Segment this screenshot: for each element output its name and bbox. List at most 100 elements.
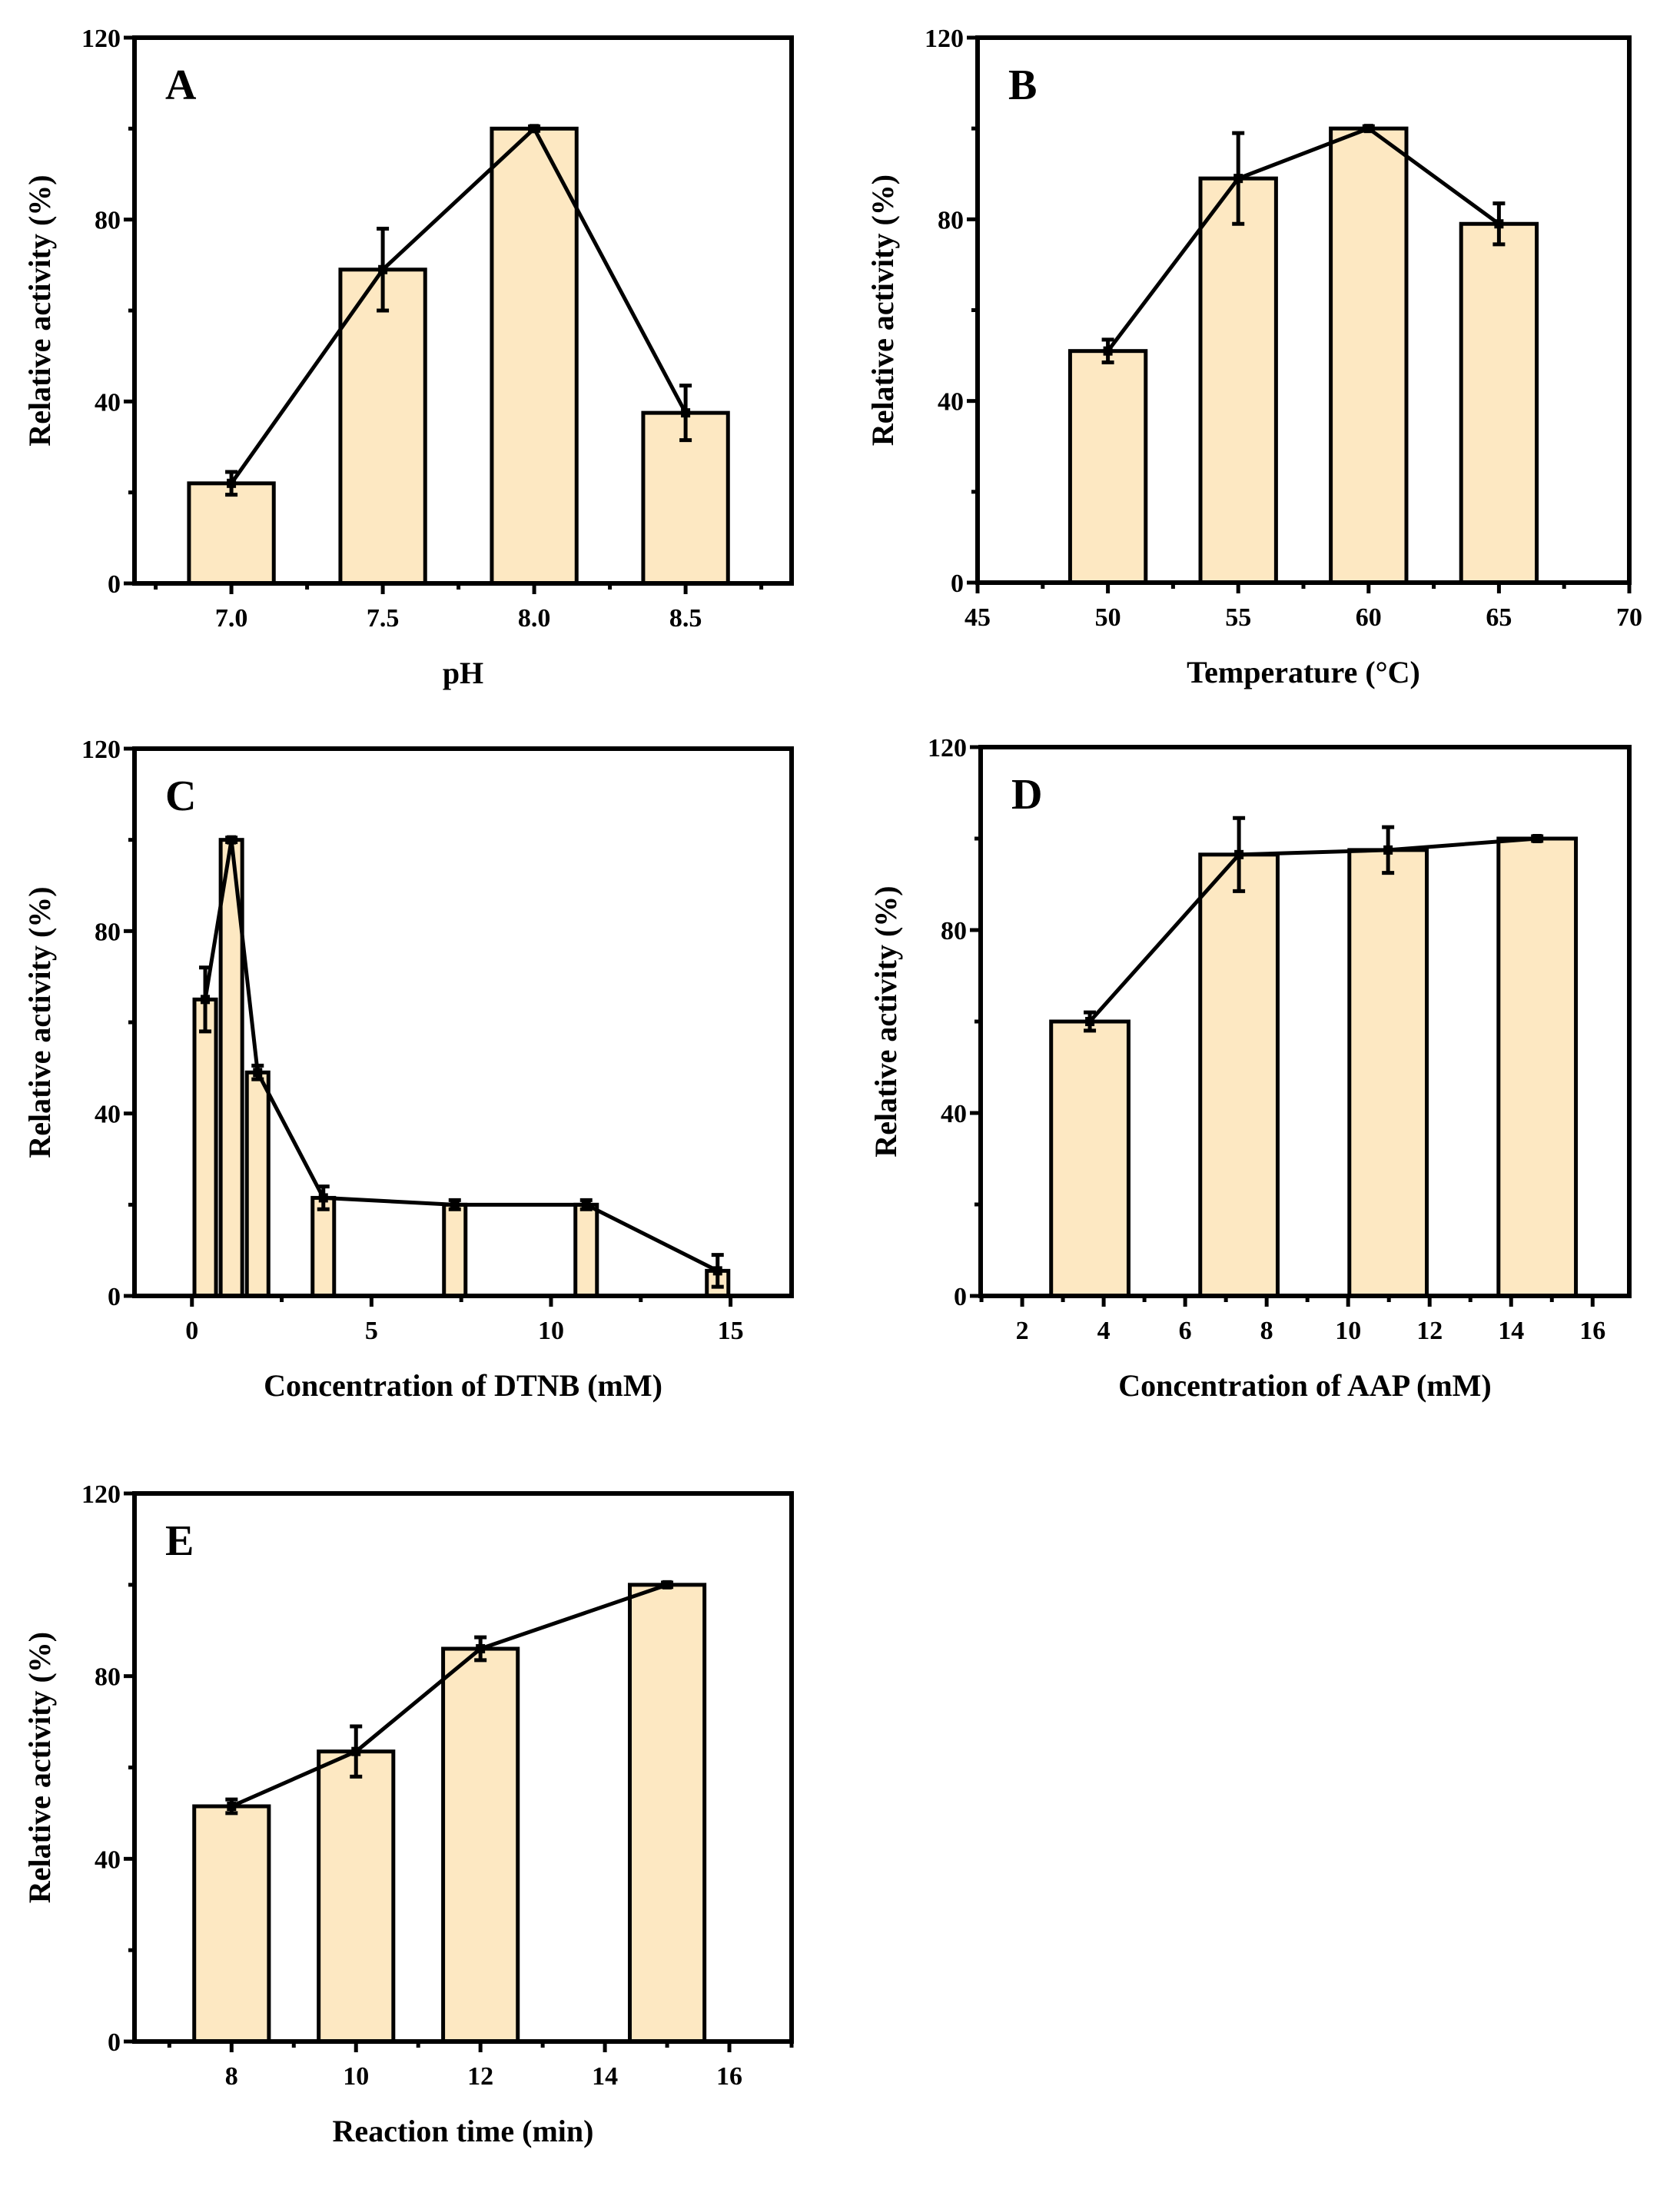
panel-a: 0 40 80 120 7.0 7.5 8.0 8.5 pH Relative activity …: [22, 25, 794, 690]
data-point: [227, 835, 237, 845]
x-tick-label: 8: [1260, 1317, 1273, 1345]
x-tick-label: 60: [1356, 603, 1382, 632]
x-tick-label: 7.0: [215, 604, 248, 633]
panel-label: B: [1008, 61, 1037, 109]
x-tick-label: 10: [1335, 1317, 1361, 1345]
x-tick-label: 10: [343, 2062, 369, 2091]
x-tick-label: 8: [225, 2062, 238, 2091]
data-point: [201, 995, 211, 1005]
y-tick-label: 0: [951, 570, 964, 598]
data-point: [318, 1193, 328, 1203]
data-point: [227, 478, 237, 488]
y-tick-label: 40: [95, 1101, 121, 1129]
data-point: [1234, 849, 1244, 859]
y-tick-label: 120: [81, 25, 121, 53]
data-point: [581, 1200, 591, 1210]
data-point: [1494, 219, 1504, 229]
x-tick-label: 5: [365, 1317, 378, 1345]
y-tick-label: 120: [81, 1480, 121, 1509]
bar: [317, 1749, 396, 2044]
x-tick-label: 4: [1097, 1317, 1111, 1345]
y-tick-label: 40: [95, 1845, 121, 1874]
x-tick-label: 14: [592, 2062, 618, 2091]
x-tick-label: 12: [1416, 1317, 1443, 1345]
data-point: [378, 264, 388, 274]
data-point: [1383, 845, 1393, 855]
y-tick-label: 80: [95, 1663, 121, 1692]
data-point: [662, 1580, 672, 1590]
y-axis-label: Relative activity (%): [22, 886, 57, 1158]
bar: [573, 1202, 599, 1298]
y-tick-label: 120: [928, 734, 967, 762]
panel-label: C: [165, 772, 196, 820]
panel-e: 0 40 80 120 8 10 12 14 16 Reaction time (min) Rela…: [22, 1480, 794, 2148]
bar: [1329, 126, 1409, 585]
data-point: [530, 124, 540, 134]
panel-label: E: [165, 1517, 194, 1565]
series-line: [203, 839, 719, 1273]
bar: [244, 1070, 271, 1298]
panel-c: 0 40 80 120 0 5 10 15 Concentration of DTNB (mM)…: [22, 736, 794, 1403]
x-tick-label: 8.0: [518, 604, 551, 633]
x-tick-label: 6: [1179, 1317, 1192, 1345]
bar: [490, 126, 579, 586]
data-point: [1233, 174, 1243, 184]
y-tick-label: 0: [954, 1283, 967, 1311]
data-point: [476, 1644, 486, 1654]
y-tick-label: 40: [938, 388, 964, 417]
x-axis-label: Concentration of AAP (mM): [1118, 1368, 1491, 1403]
bar: [442, 1202, 468, 1298]
series-line: [230, 125, 688, 485]
x-tick-label: 45: [965, 603, 991, 632]
bar: [1459, 221, 1539, 585]
bar: [1049, 1019, 1131, 1298]
bar: [338, 267, 427, 586]
x-tick-label: 12: [467, 2062, 493, 2091]
y-axis-label: Relative activity (%): [868, 885, 903, 1157]
x-tick-label: 2: [1016, 1317, 1029, 1345]
x-tick-label: 55: [1225, 603, 1251, 632]
series-line: [1088, 836, 1538, 1023]
y-tick-label: 40: [95, 388, 121, 417]
y-tick-label: 40: [941, 1100, 967, 1128]
data-point: [351, 1746, 361, 1756]
bar: [1067, 349, 1148, 585]
x-tick-label: 15: [718, 1317, 744, 1345]
y-tick-label: 120: [81, 736, 121, 764]
bar: [1198, 176, 1278, 585]
y-tick-label: 80: [938, 206, 964, 234]
x-tick-label: 0: [185, 1317, 198, 1345]
x-tick-label: 50: [1095, 603, 1121, 632]
bar: [441, 1646, 520, 2044]
x-axis-label: Temperature (°C): [1187, 655, 1420, 689]
series-line: [1106, 126, 1500, 353]
data-point: [1103, 346, 1113, 356]
data-point: [450, 1200, 460, 1210]
data-point: [253, 1068, 263, 1078]
y-tick-label: 0: [108, 1283, 121, 1311]
bar: [192, 997, 218, 1298]
y-axis-label: Relative activity (%): [22, 1632, 57, 1903]
data-point: [227, 1802, 237, 1812]
x-tick-label: 16: [716, 2062, 742, 2091]
y-tick-label: 120: [925, 25, 964, 53]
y-axis-label: Relative activity (%): [22, 174, 57, 446]
panel-b: 0 40 80 120 45 50 55 60 65 70 Temperature (°C) Rela…: [865, 25, 1642, 689]
x-tick-label: 14: [1498, 1317, 1524, 1345]
bar: [310, 1195, 337, 1298]
x-axis-label: pH: [443, 656, 483, 690]
bar: [192, 1804, 271, 2044]
x-tick-label: 10: [538, 1317, 564, 1345]
y-tick-label: 0: [108, 570, 121, 599]
x-tick-label: 8.5: [669, 604, 702, 633]
series-line: [231, 1583, 668, 1809]
x-tick-label: 16: [1579, 1317, 1605, 1345]
bar: [1496, 836, 1579, 1298]
bar: [1198, 852, 1280, 1298]
data-point: [1532, 834, 1542, 843]
x-tick-label: 70: [1616, 603, 1642, 632]
y-tick-label: 80: [941, 917, 967, 945]
y-tick-label: 80: [95, 207, 121, 235]
y-axis-label: Relative activity (%): [865, 174, 900, 446]
